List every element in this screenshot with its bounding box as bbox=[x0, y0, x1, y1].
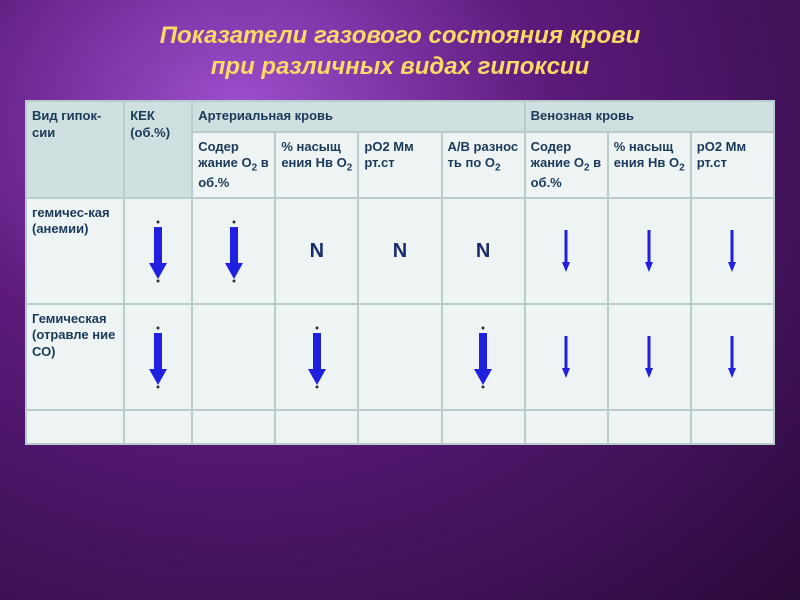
down-arrow-icon bbox=[614, 205, 685, 297]
title-line-2: при различных видах гипоксии bbox=[211, 53, 589, 80]
down-arrow-icon bbox=[198, 205, 269, 297]
data-cell bbox=[525, 198, 608, 304]
data-cell bbox=[124, 304, 192, 410]
data-table: Вид гипок-сии КЕК (об.%) Артериальная кр… bbox=[25, 100, 775, 445]
down-arrow-icon bbox=[697, 311, 768, 403]
down-arrow-icon bbox=[531, 311, 602, 403]
sub-header-c4: рО2 Мм рт.ст bbox=[358, 132, 441, 199]
down-arrow-icon bbox=[281, 311, 352, 403]
down-arrow-icon bbox=[697, 205, 768, 297]
data-cell bbox=[691, 198, 774, 304]
data-cell bbox=[358, 304, 441, 410]
row-label: гемичес-кая (анемии) bbox=[26, 198, 124, 304]
data-cell: N bbox=[442, 198, 525, 304]
data-cell bbox=[192, 198, 275, 304]
down-arrow-icon bbox=[130, 205, 186, 297]
header-row-1: Вид гипок-сии КЕК (об.%) Артериальная кр… bbox=[26, 101, 774, 131]
table-row: гемичес-кая (анемии) NNN bbox=[26, 198, 774, 304]
sub-header-c5: А/В разнос ть по О2 bbox=[442, 132, 525, 199]
slide-container: Показатели газового состояния крови при … bbox=[0, 0, 800, 465]
down-arrow-icon bbox=[614, 311, 685, 403]
down-arrow-icon bbox=[448, 311, 519, 403]
sub-header-c8: рО2 Мм рт.ст bbox=[691, 132, 774, 199]
data-cell bbox=[525, 304, 608, 410]
data-cell bbox=[275, 304, 358, 410]
header-kek: КЕК (об.%) bbox=[124, 101, 192, 198]
data-cell: N bbox=[358, 198, 441, 304]
header-type: Вид гипок-сии bbox=[26, 101, 124, 198]
sub-header-c6: Содер жание О2 в об.% bbox=[525, 132, 608, 199]
slide-title: Показатели газового состояния крови при … bbox=[25, 20, 775, 82]
table-row: Гемическая (отравле ние СО) bbox=[26, 304, 774, 410]
sub-header-c7: % насыщ ения Нв О2 bbox=[608, 132, 691, 199]
down-arrow-icon bbox=[531, 205, 602, 297]
data-cell bbox=[442, 304, 525, 410]
data-cell bbox=[192, 304, 275, 410]
data-cell bbox=[608, 304, 691, 410]
title-line-1: Показатели газового состояния крови bbox=[160, 22, 641, 49]
sub-header-c3: % насыщ ения Нв О2 bbox=[275, 132, 358, 199]
sub-header-c2: Содер жание О2 в об.% bbox=[192, 132, 275, 199]
data-cell bbox=[608, 198, 691, 304]
data-cell bbox=[124, 198, 192, 304]
down-arrow-icon bbox=[130, 311, 186, 403]
header-venous: Венозная кровь bbox=[525, 101, 774, 131]
header-arterial: Артериальная кровь bbox=[192, 101, 524, 131]
data-cell bbox=[691, 304, 774, 410]
data-cell: N bbox=[275, 198, 358, 304]
row-label: Гемическая (отравле ние СО) bbox=[26, 304, 124, 410]
table-row bbox=[26, 410, 774, 444]
